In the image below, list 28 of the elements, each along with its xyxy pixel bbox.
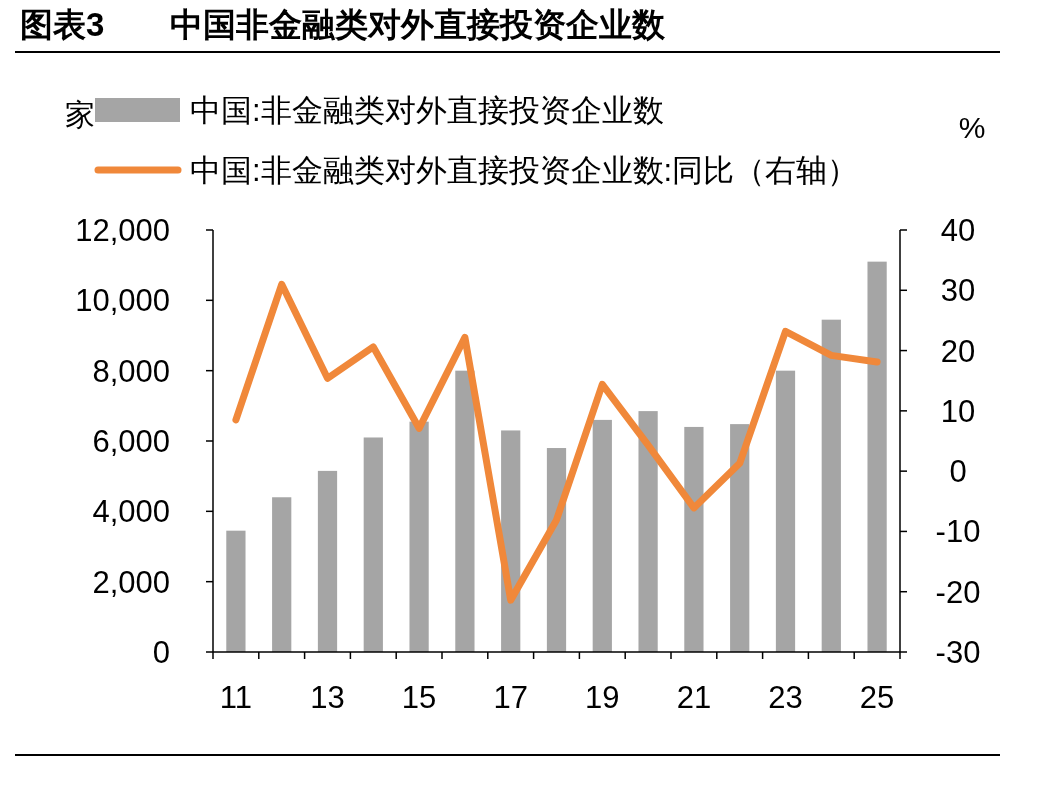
x-tick-label: 21 [676,680,712,715]
x-tick-label: 23 [768,680,803,715]
x-tick-label: 17 [493,680,528,715]
x-tick-label: 13 [310,680,345,715]
y2-tick-label: -30 [935,635,981,670]
y2-tick-label: -20 [935,574,981,610]
y-tick-label: 8,000 [92,353,170,389]
x-tick-label: 19 [585,680,620,715]
y2-axis-title: % [958,111,986,144]
y2-tick-label: -10 [935,514,981,550]
y2-tick-label: 20 [940,333,976,369]
y-tick-label: 0 [152,635,170,670]
y-tick-label: 10,000 [75,283,170,319]
x-tick-label: 11 [219,680,252,715]
y-tick-label: 12,000 [75,213,170,248]
y2-tick-label: 30 [940,273,976,309]
y-tick-label: 4,000 [92,494,170,530]
x-tick-label: 25 [859,680,895,715]
y2-tick-label: 10 [940,393,976,429]
y2-tick-label: 0 [949,454,967,490]
legend-label: 中国:非金融类对外直接投资企业数:同比（右轴） [190,153,859,188]
legend-label: 中国:非金融类对外直接投资企业数 [190,93,664,128]
x-tick-label: 15 [401,680,437,715]
chart-title: 图表3 中国非金融类对外直接投资企业数 [20,6,667,43]
y-tick-label: 2,000 [92,564,170,600]
y2-tick-label: 40 [940,213,976,248]
y-axis-title: 家 [65,98,95,131]
y-tick-label: 6,000 [92,424,170,459]
